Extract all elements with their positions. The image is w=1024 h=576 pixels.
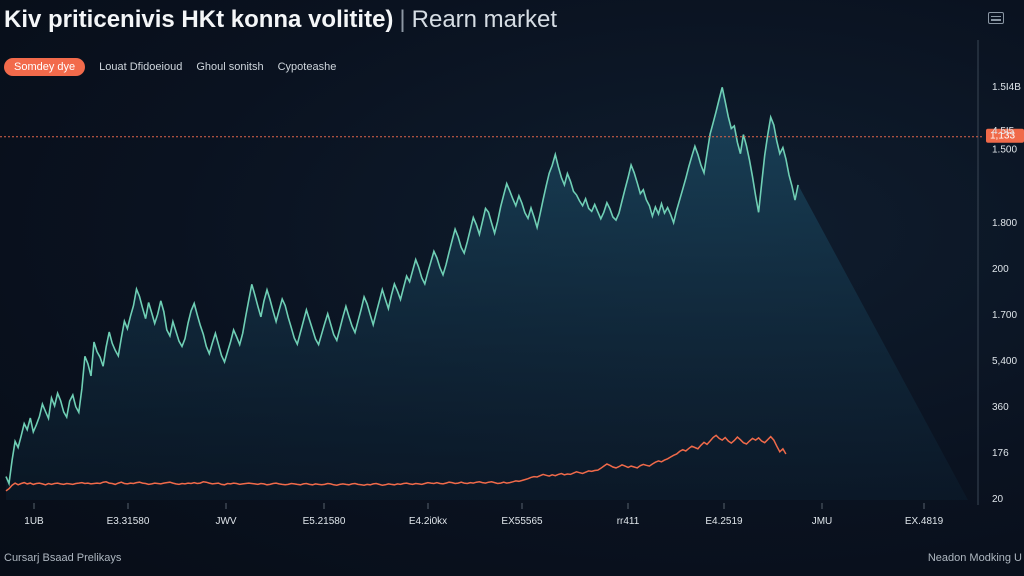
x-tick-label: JWV	[215, 516, 236, 527]
price-line	[5, 87, 799, 487]
y-tick-label: 5,400	[992, 356, 1017, 367]
x-tick-label: rr411	[617, 516, 640, 527]
tab-active[interactable]: Somdey dye	[4, 58, 86, 76]
y-tick-label: 1.700	[992, 310, 1017, 321]
x-tick-label: E4.2519	[705, 516, 743, 527]
x-tick-label: EX.4819	[905, 516, 944, 527]
menu-icon[interactable]	[988, 12, 1004, 24]
x-tick-label: E5.21580	[303, 516, 346, 527]
footer-left-label: Cursarj Bsaad Prelikays	[4, 552, 122, 564]
page-title: Kiv priticenivis HKt konna volitite) | Rea…	[4, 6, 557, 34]
x-tick-label: 1UB	[24, 516, 44, 527]
market-subtitle: Rearn market	[411, 6, 558, 33]
tab-item-3[interactable]: Cypoteashe	[277, 61, 337, 73]
tab-item-2[interactable]: Ghoul sonitsh	[196, 61, 264, 73]
price-area-fill	[6, 87, 968, 501]
timeframe-tabs: Somdey dye Louat Dfidoeioud Ghoul sonits…	[4, 58, 336, 76]
y-axis-ticks: 1.5I4B 4.5I5 1.800 200 1.700 5,400 360 176 20	[992, 82, 1021, 505]
chart-title: Kiv priticenivis HKt konna volitite)	[4, 6, 394, 33]
price-tag-label: 1,133	[990, 131, 1015, 142]
y-tick-label: 176	[992, 448, 1009, 459]
tab-item-1[interactable]: Louat Dfidoeioud	[99, 61, 183, 73]
price-tag-bg	[986, 128, 1024, 143]
y-tick-label: 200	[992, 264, 1009, 275]
y-tick-label: 4.5I5	[992, 126, 1015, 137]
current-price-tag: 1,133 1.500	[986, 128, 1024, 156]
x-tick-label: E3.31580	[107, 516, 150, 527]
x-tick-label: E4.2i0kx	[409, 516, 447, 527]
x-axis-ticks: 1UB E3.31580 JWV E5.21580 E4.2i0kx EX55565 rr4…	[24, 503, 944, 527]
y-tick-label: 20	[992, 494, 1004, 505]
footer-right-label: Neadon Modking U	[927, 552, 1022, 564]
y-tick-label: 1.5I4B	[992, 82, 1021, 93]
title-separator: |	[399, 6, 406, 33]
y-tick-label: 1.800	[992, 218, 1017, 229]
y-tick-label: 360	[992, 402, 1009, 413]
x-tick-label: EX55565	[501, 516, 543, 527]
x-tick-label: JMU	[812, 516, 833, 527]
price-tag-sublabel: 1.500	[992, 145, 1017, 156]
volume-line	[5, 434, 787, 492]
